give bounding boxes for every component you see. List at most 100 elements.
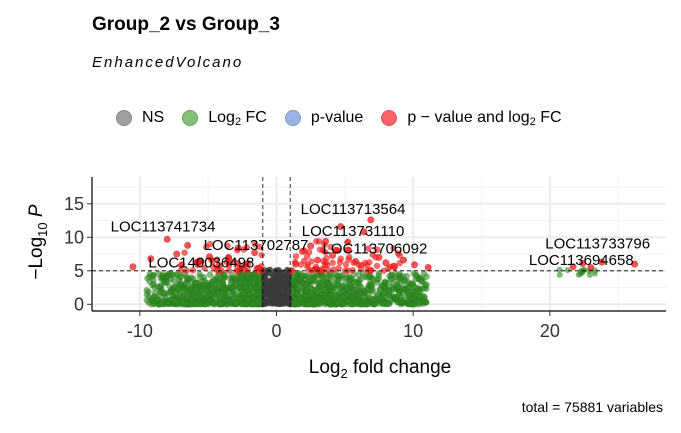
point-pfc — [394, 250, 402, 257]
point-pfc — [382, 259, 390, 267]
point-pfc — [323, 261, 331, 269]
point-pfc — [163, 235, 171, 243]
point-pfc — [316, 246, 324, 253]
point-pfc — [329, 259, 336, 267]
point-pfc — [363, 261, 371, 269]
point-fc — [352, 279, 360, 286]
point-pfc — [292, 253, 300, 260]
point-pfc — [337, 223, 345, 231]
point-pfc — [206, 253, 214, 261]
gene-label: LOC113733796 — [545, 236, 650, 253]
point-pfc — [357, 265, 365, 273]
x-tick-label: 10 — [403, 321, 423, 341]
point-pfc — [206, 240, 214, 248]
point-fc — [251, 275, 258, 283]
point-fc — [217, 301, 224, 308]
point-fc — [370, 276, 377, 284]
point-fc — [375, 272, 383, 279]
point-pfc — [322, 237, 330, 245]
point-fc — [176, 273, 183, 281]
point-ns — [260, 285, 267, 292]
y-tick-label: 5 — [74, 261, 84, 281]
point-ns — [273, 273, 280, 280]
point-ns — [278, 271, 284, 278]
point-fc — [333, 281, 340, 289]
point-pfc — [292, 260, 300, 268]
point-fc — [419, 285, 426, 293]
point-fc — [187, 296, 195, 304]
point-fc — [309, 276, 316, 284]
point-pfc — [569, 263, 577, 271]
y-axis-title: −Log10 P — [26, 204, 50, 280]
data-points — [129, 216, 639, 308]
legend-swatch-pfc — [381, 110, 398, 126]
point-ns — [284, 285, 291, 292]
point-pfc — [303, 253, 311, 260]
point-fc — [242, 283, 249, 291]
point-pfc — [631, 260, 639, 268]
point-fc — [312, 299, 320, 307]
point-fc — [239, 272, 246, 279]
point-pfc — [224, 242, 231, 250]
point-fc — [236, 284, 244, 291]
point-fc — [357, 301, 365, 308]
point-fc — [416, 299, 423, 306]
point-pfc — [300, 257, 308, 265]
legend-label-ns: NS — [142, 109, 165, 126]
point-fc — [404, 289, 411, 296]
point-fc — [315, 294, 322, 302]
point-fc — [409, 280, 416, 287]
y-tick-label: 10 — [64, 227, 84, 247]
legend-item-fc: Log2 FC — [182, 109, 267, 128]
point-pfc — [330, 266, 337, 273]
legend: NS Log2 FC p-value p − value and log2 FC — [116, 106, 580, 130]
point-fc — [221, 284, 228, 292]
gene-label: LOC113731110 — [302, 223, 405, 240]
point-fc — [219, 277, 227, 285]
point-fc — [361, 273, 369, 280]
point-ns — [279, 286, 286, 292]
chart-subtitle: EnhancedVolcano — [92, 54, 244, 71]
legend-item-pfc: p − value and log2 FC — [381, 109, 562, 128]
point-fc — [229, 272, 236, 279]
point-ns — [262, 271, 269, 278]
point-fc — [177, 281, 185, 288]
gene-label: LOC113694658 — [529, 252, 634, 269]
point-fc — [335, 290, 343, 298]
point-fc — [398, 298, 405, 306]
point-ns — [265, 284, 272, 291]
gene-label: LOC113706092 — [322, 240, 427, 257]
point-pfc — [345, 253, 353, 261]
point-fc — [291, 295, 299, 302]
point-fc — [334, 299, 342, 307]
point-fc — [229, 284, 237, 292]
point-pfc — [344, 239, 351, 246]
gene-label: LOC113713564 — [301, 201, 406, 218]
legend-swatch-ns — [116, 110, 132, 126]
point-pfc — [365, 245, 372, 252]
point-pfc — [255, 264, 263, 272]
point-pfc — [298, 247, 306, 255]
point-fc — [325, 280, 332, 287]
point-fc — [591, 270, 598, 277]
point-fc — [303, 273, 311, 281]
point-fc — [414, 288, 422, 295]
point-fc — [388, 271, 395, 278]
point-pfc — [173, 250, 181, 258]
point-fc — [233, 300, 240, 308]
point-ns — [268, 280, 274, 287]
point-fc — [179, 299, 186, 307]
point-pfc — [385, 265, 392, 272]
point-pfc — [307, 242, 315, 250]
point-pfc — [313, 265, 321, 272]
point-fc — [343, 285, 350, 292]
point-pfc — [329, 251, 337, 259]
point-ns — [264, 276, 270, 283]
point-fc — [186, 287, 194, 294]
chart-title: Group_2 vs Group_3 — [92, 14, 280, 35]
point-fc — [196, 271, 203, 278]
point-fc — [421, 294, 428, 301]
point-ns — [273, 268, 280, 275]
x-tick-label: 20 — [540, 321, 560, 341]
